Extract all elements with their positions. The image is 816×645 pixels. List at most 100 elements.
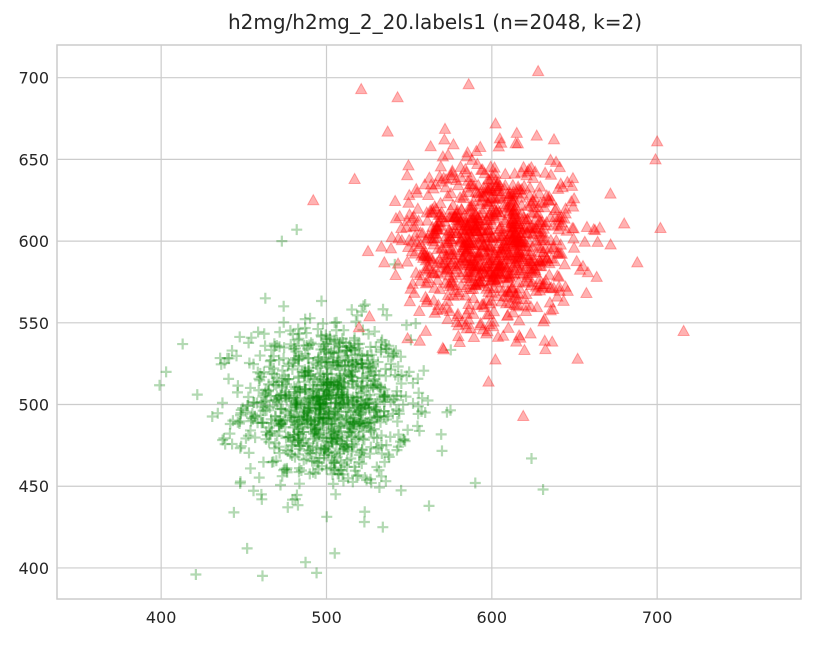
triangle-point bbox=[493, 258, 506, 271]
triangle-point bbox=[482, 209, 496, 221]
plus-point bbox=[300, 453, 312, 465]
triangle-point bbox=[431, 298, 445, 310]
plus-point bbox=[358, 516, 370, 528]
triangle-point bbox=[453, 190, 467, 203]
plus-point bbox=[324, 435, 336, 447]
plus-point bbox=[257, 417, 269, 429]
plus-point bbox=[293, 427, 305, 439]
triangle-point bbox=[462, 241, 476, 254]
triangle-point bbox=[517, 343, 531, 356]
triangle-point bbox=[512, 243, 526, 256]
triangle-point bbox=[457, 250, 470, 262]
triangle-point bbox=[473, 237, 487, 250]
x-tick-label: 500 bbox=[311, 608, 342, 627]
plus-point bbox=[300, 556, 312, 568]
triangle-point bbox=[520, 212, 534, 225]
plus-point bbox=[281, 395, 293, 407]
triangle-point bbox=[391, 257, 405, 269]
plus-point bbox=[329, 397, 341, 409]
plus-point bbox=[312, 414, 324, 426]
triangle-point bbox=[469, 277, 483, 290]
plus-point bbox=[380, 363, 392, 375]
triangle-point bbox=[524, 278, 538, 290]
triangle-point bbox=[432, 218, 446, 231]
plus-point bbox=[332, 402, 344, 414]
triangle-point bbox=[439, 180, 453, 193]
triangle-point bbox=[506, 194, 519, 206]
triangle-point bbox=[463, 256, 476, 269]
plus-point bbox=[362, 417, 374, 429]
plus-point bbox=[307, 441, 319, 453]
plus-point bbox=[387, 350, 399, 362]
plus-point bbox=[264, 427, 276, 439]
triangle-point bbox=[454, 231, 468, 244]
plus-point bbox=[385, 358, 397, 370]
triangle-point bbox=[525, 221, 539, 234]
plus-point bbox=[378, 391, 390, 403]
plus-point bbox=[318, 383, 330, 395]
triangle-point bbox=[511, 286, 525, 299]
plus-point bbox=[364, 341, 376, 353]
plus-point bbox=[366, 349, 378, 361]
triangle-point bbox=[420, 293, 434, 305]
triangle-point bbox=[472, 213, 486, 226]
plus-point bbox=[289, 342, 301, 354]
triangle-point bbox=[426, 227, 440, 240]
triangle-point bbox=[464, 170, 478, 183]
plus-point bbox=[283, 390, 295, 402]
triangle-point bbox=[443, 304, 457, 317]
plus-point bbox=[332, 468, 344, 480]
triangle-point bbox=[502, 206, 516, 218]
triangle-point bbox=[519, 248, 532, 260]
plus-point bbox=[260, 433, 272, 445]
plus-point bbox=[339, 360, 351, 372]
plus-point bbox=[335, 391, 347, 403]
triangle-point bbox=[427, 224, 441, 237]
plus-point bbox=[301, 340, 313, 352]
triangle-point bbox=[551, 217, 565, 230]
plus-point bbox=[291, 224, 303, 236]
plus-point bbox=[299, 386, 311, 398]
triangle-point bbox=[460, 242, 474, 255]
plus-point bbox=[352, 431, 364, 443]
plus-point bbox=[307, 395, 319, 407]
plus-point bbox=[336, 414, 348, 426]
triangle-point bbox=[450, 257, 464, 270]
plus-point bbox=[332, 346, 344, 358]
plus-point bbox=[356, 420, 368, 432]
triangle-point bbox=[486, 183, 499, 196]
triangle-point bbox=[498, 167, 512, 180]
plus-point bbox=[302, 414, 314, 426]
plus-point bbox=[284, 448, 296, 460]
triangle-point bbox=[460, 222, 474, 235]
triangle-point bbox=[444, 242, 458, 255]
plus-point bbox=[369, 373, 381, 385]
plus-point bbox=[352, 391, 364, 403]
triangle-point bbox=[473, 186, 487, 198]
triangle-point bbox=[443, 226, 457, 238]
triangle-point bbox=[533, 233, 547, 246]
triangle-point bbox=[561, 284, 575, 296]
plus-point bbox=[345, 426, 357, 438]
triangle-point bbox=[544, 251, 558, 264]
triangle-point bbox=[471, 250, 484, 263]
triangle-point bbox=[522, 235, 536, 248]
triangle-point bbox=[352, 320, 366, 333]
triangle-point bbox=[519, 287, 533, 299]
plus-point bbox=[350, 409, 362, 421]
plus-point bbox=[299, 405, 311, 417]
plus-point bbox=[231, 350, 243, 362]
plus-point bbox=[363, 361, 375, 373]
triangle-point bbox=[467, 179, 481, 191]
plus-point bbox=[329, 547, 341, 559]
triangle-point bbox=[423, 250, 437, 262]
triangle-point bbox=[441, 234, 455, 247]
plus-point bbox=[334, 372, 346, 384]
triangle-point bbox=[482, 265, 496, 278]
triangle-point bbox=[462, 233, 476, 246]
plus-point bbox=[273, 354, 285, 366]
plus-point bbox=[286, 440, 298, 452]
plus-point bbox=[342, 382, 354, 394]
triangle-point bbox=[465, 202, 479, 214]
plus-point bbox=[341, 389, 353, 401]
